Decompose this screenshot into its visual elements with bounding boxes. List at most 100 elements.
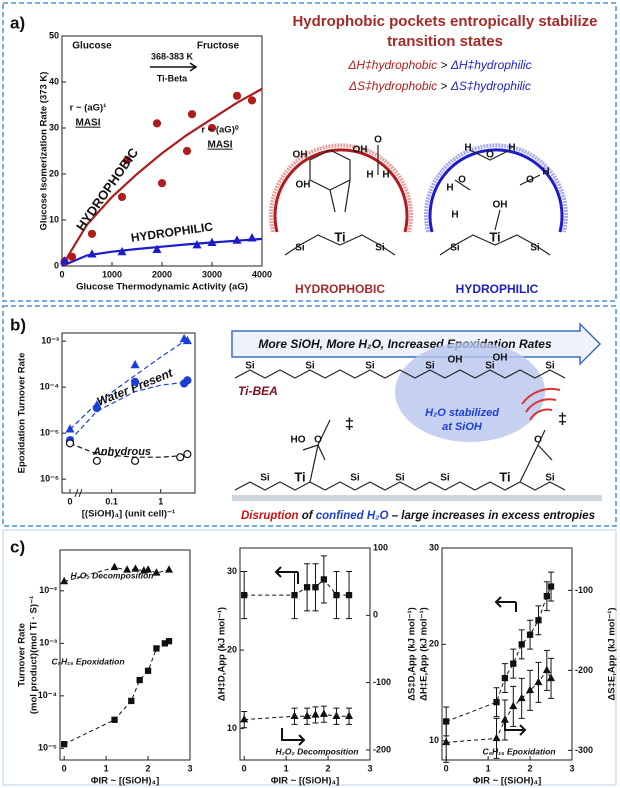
- series-label: H₂O₂ Decomposition: [71, 570, 154, 580]
- data-point: [165, 638, 173, 645]
- atom-label: Si: [260, 473, 270, 484]
- series-line: [446, 586, 552, 722]
- data-point: [526, 685, 535, 694]
- pocket: [273, 148, 409, 233]
- panel-label: b): [10, 315, 26, 334]
- equation: ΔH‡hydrophobic > ΔH‡hydrophilic: [347, 58, 531, 72]
- x-tick-label: 0: [59, 269, 64, 279]
- atom-label: Si: [485, 361, 495, 372]
- annotation: r ~ (aG)⁰: [201, 125, 239, 136]
- fit-line: [61, 87, 263, 267]
- annotation: 368-383 K: [151, 51, 194, 61]
- plot-frame: [59, 549, 191, 761]
- y-axis-label: (mol product)(mol Ti · S)⁻¹: [29, 596, 40, 714]
- pocket-shade: [269, 143, 413, 233]
- x-axis-label: Glucose Thermodynamic Activity (aG): [76, 282, 248, 293]
- data-point: [130, 456, 140, 465]
- annotation: C₈H₁₆ Epoxidation: [482, 746, 555, 756]
- data-point: [59, 256, 70, 265]
- annotation: Glucose: [72, 41, 112, 52]
- atom-label: HO: [291, 435, 306, 446]
- data-point: [547, 673, 556, 682]
- x-tick-label: 2000: [152, 269, 172, 279]
- data-point: [182, 146, 192, 156]
- data-point: [501, 674, 509, 682]
- annotation: H₂O₂ Decomposition: [276, 746, 359, 756]
- data-point: [152, 244, 162, 253]
- data-point: [176, 453, 185, 462]
- data-point: [526, 631, 534, 638]
- data-point: [534, 677, 543, 686]
- data-point: [332, 711, 341, 719]
- atom-label: Si: [295, 243, 305, 254]
- bubble-text: H₂O stabilized: [425, 407, 499, 419]
- eq-op: >: [437, 79, 451, 93]
- data-point: [144, 565, 153, 573]
- data-point: [136, 676, 143, 684]
- series-label: Water Present: [95, 365, 176, 409]
- y-tick-label: 20: [227, 644, 237, 654]
- axis-break: [74, 488, 83, 498]
- y-axis-label: ΔH‡E,App (kJ mol⁻¹): [419, 607, 430, 701]
- atom-label: OH: [448, 355, 463, 366]
- x-tick-label: 0: [67, 496, 72, 506]
- atom-label: H: [464, 143, 471, 154]
- framework-label: Ti-BEA: [238, 384, 278, 398]
- data-point: [543, 593, 550, 600]
- data-point: [117, 246, 127, 256]
- axis-arrow: [504, 718, 527, 736]
- axis-arrow: [281, 728, 306, 746]
- surface: [232, 495, 602, 501]
- atom-label: Si: [375, 243, 385, 254]
- data-point: [303, 584, 311, 591]
- caption-part: confined H₂O: [316, 510, 389, 522]
- data-point: [130, 359, 140, 369]
- caption-part: Disruption: [241, 510, 299, 522]
- atom-label: OH: [493, 200, 508, 211]
- data-point: [122, 156, 132, 165]
- data-point: [130, 377, 140, 386]
- y2-axis-label: ΔS‡D,App (kJ mol⁻¹): [407, 607, 418, 701]
- atom-label: Si: [245, 361, 255, 372]
- data-point: [320, 576, 328, 583]
- data-point: [509, 701, 518, 710]
- axis-arrow: [494, 596, 517, 612]
- annotation: Fructose: [197, 41, 240, 52]
- atom-label: Si: [530, 243, 540, 254]
- pocket-shade: [424, 143, 568, 233]
- y-tick-label: 10: [49, 214, 59, 224]
- x-tick-label: 1: [284, 763, 289, 773]
- x-tick-label: 3: [367, 763, 372, 773]
- atom-label: O: [486, 150, 494, 161]
- data-point: [345, 711, 354, 719]
- atom-label: OH: [296, 180, 311, 191]
- data-point: [92, 403, 101, 413]
- y-axis-label: Glucose Isomerization Rate (373 K): [39, 72, 50, 231]
- y-tick-label: 50: [49, 30, 59, 40]
- atom-label: O: [374, 135, 382, 146]
- data-point: [345, 591, 353, 599]
- atom-label: Si: [545, 473, 555, 484]
- y-tick-label: 10⁻⁵: [38, 743, 57, 753]
- atom-label: OH: [293, 150, 308, 161]
- data-point: [311, 710, 320, 718]
- y2-tick-label: -200: [575, 665, 593, 675]
- data-point: [123, 565, 132, 573]
- y-tick-label: 30: [49, 122, 59, 132]
- interaction-arcs: [521, 387, 561, 421]
- eq-term: ΔH‡hydrophilic: [450, 58, 532, 72]
- data-point: [510, 660, 517, 667]
- atom-label: Si: [440, 473, 450, 484]
- y-axis-label: ΔH‡D,App (kJ mol⁻¹): [217, 607, 228, 701]
- y2-tick-label: 0: [373, 610, 378, 620]
- atom-label: H: [451, 210, 458, 221]
- atom-label: O: [314, 435, 322, 446]
- diagram-title: Hydrophobic pockets entropically stabili…: [292, 13, 597, 30]
- atom-label: OH: [353, 145, 368, 156]
- fit-line: [69, 338, 188, 430]
- series-line: [446, 669, 552, 743]
- plot-frame: [441, 547, 573, 761]
- y-tick-label: 10⁻⁴: [40, 381, 59, 391]
- data-point: [207, 237, 217, 247]
